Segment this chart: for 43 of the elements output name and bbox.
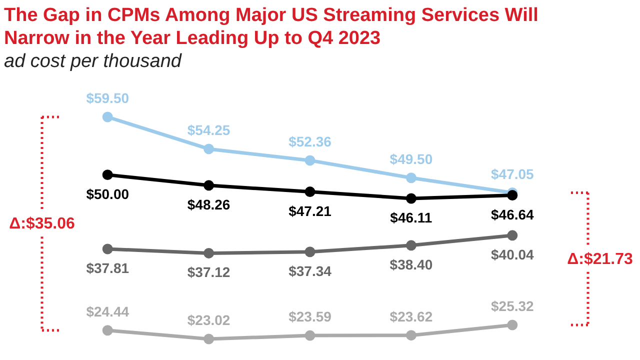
data-label: $38.40 — [390, 256, 433, 272]
point — [507, 190, 518, 200]
data-label: $47.05 — [490, 166, 534, 182]
data-label: $47.21 — [288, 202, 332, 219]
data-label: $46.11 — [390, 209, 432, 226]
data-label: $23.59 — [288, 308, 332, 325]
point — [204, 334, 214, 344]
point — [204, 248, 214, 258]
data-label: $59.50 — [86, 90, 130, 106]
point — [204, 180, 214, 191]
point — [406, 193, 416, 204]
chart-title: The Gap in CPMs Among Major US Streaming Services Will Narrow in the Year Leading Up to Q4 2023 — [3, 4, 540, 50]
text: Δ:$21.73 — [567, 250, 633, 268]
point — [304, 330, 316, 341]
point — [507, 230, 518, 241]
data-label: $54.25 — [187, 122, 230, 138]
point — [507, 320, 518, 330]
data-label: $49.50 — [390, 150, 433, 167]
data-label: $23.02 — [187, 312, 230, 328]
point — [204, 144, 214, 154]
point — [102, 170, 113, 180]
point — [102, 112, 113, 122]
point — [304, 155, 316, 166]
data-label: $50.00 — [86, 186, 130, 202]
point — [102, 244, 113, 254]
point — [102, 325, 113, 336]
point — [406, 330, 416, 341]
data-label: $46.64 — [490, 206, 534, 222]
annotation: Δ:$35.06 — [9, 216, 75, 233]
data-label: $24.44 — [86, 303, 130, 320]
data-label: $23.62 — [390, 308, 433, 324]
point — [406, 172, 416, 184]
data-label: $48.26 — [187, 196, 230, 212]
data-label: $37.12 — [187, 264, 230, 280]
data-label: $25.32 — [490, 298, 534, 314]
data-label: $37.34 — [288, 262, 332, 279]
chart-subtitle: ad cost per thousand — [3, 50, 183, 74]
point — [304, 246, 316, 258]
data-label: $40.04 — [490, 246, 534, 262]
data-label: $52.36 — [288, 133, 332, 150]
data-label: $37.81 — [86, 260, 130, 276]
point — [304, 186, 316, 198]
point — [406, 240, 416, 251]
